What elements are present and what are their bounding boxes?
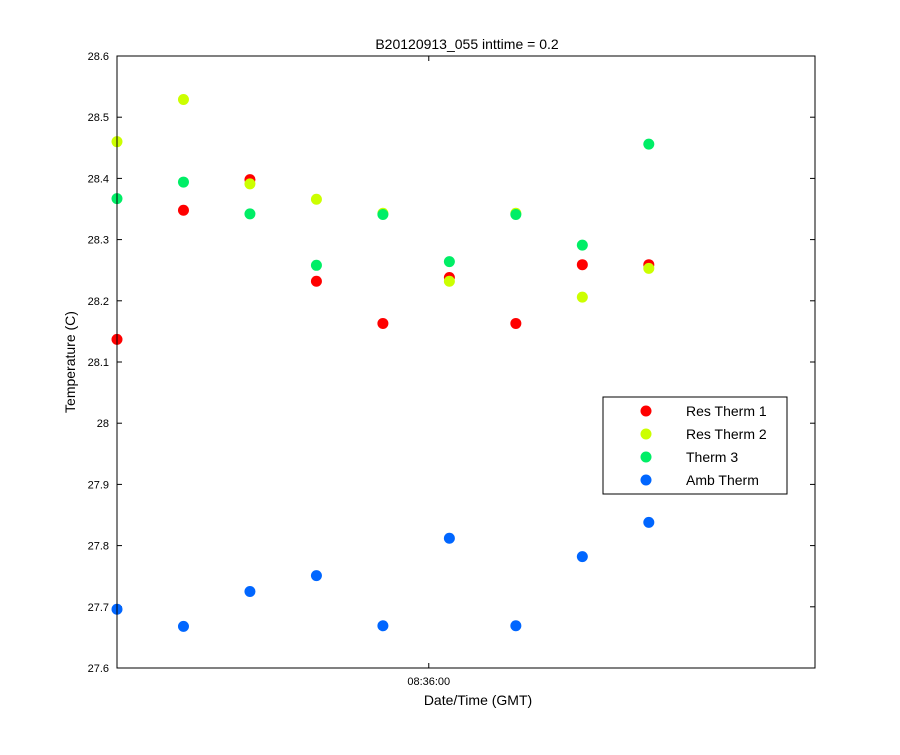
data-point-therm-3	[244, 208, 256, 220]
y-tick-label: 27.9	[88, 479, 109, 491]
legend-label-therm-3: Therm 3	[686, 449, 738, 465]
data-point-therm-3	[576, 239, 588, 251]
data-point-amb-therm	[576, 551, 588, 563]
data-point-amb-therm	[643, 516, 655, 528]
legend-box	[602, 396, 788, 495]
data-point-amb-therm	[443, 532, 455, 544]
data-point-res-therm-2	[244, 178, 256, 190]
data-point-therm-3	[443, 256, 455, 268]
y-tick-label: 27.8	[88, 541, 109, 553]
data-point-res-therm-1	[310, 275, 322, 287]
data-point-res-therm-1	[576, 259, 588, 271]
data-point-therm-3	[377, 209, 389, 221]
legend-marker-amb-therm	[640, 474, 652, 486]
data-point-amb-therm	[310, 570, 322, 582]
x-tick-label: 08:36:00	[407, 676, 450, 688]
data-point-amb-therm	[177, 620, 189, 632]
y-axis-label: Temperature (C)	[62, 311, 78, 413]
y-tick-label: 28.2	[88, 296, 109, 308]
data-point-therm-3	[177, 176, 189, 188]
legend-marker-therm-3	[640, 451, 652, 463]
data-point-therm-3	[310, 259, 322, 271]
x-axis-ticks: 08:36:00	[407, 56, 450, 688]
x-axis-label: Date/Time (GMT)	[424, 692, 532, 708]
data-point-res-therm-2	[576, 291, 588, 303]
y-tick-label: 28.1	[88, 357, 109, 369]
data-point-therm-3	[643, 138, 655, 150]
y-tick-label: 28.6	[88, 51, 109, 63]
y-axis-ticks: 27.6 27.7 27.8 27.9 28 28.1 28.2 28.3 28.4 28.5 28…	[88, 51, 815, 675]
y-tick-label: 28.4	[88, 173, 109, 185]
y-tick-label: 28.3	[88, 235, 109, 247]
legend-marker-res-therm-1	[640, 405, 652, 417]
y-tick-label: 27.6	[88, 663, 109, 675]
y-tick-label: 28	[97, 418, 109, 430]
data-point-res-therm-2	[310, 193, 322, 205]
plot-frame	[116, 55, 816, 669]
chart-title: B20120913_055 inttime = 0.2	[375, 36, 559, 52]
legend-label-res-therm-1: Res Therm 1	[686, 403, 767, 419]
y-tick-label: 27.7	[88, 602, 109, 614]
legend: Res Therm 1 Res Therm 2 Therm 3 Amb Ther…	[602, 396, 788, 495]
data-point-amb-therm	[510, 620, 522, 632]
data-points	[111, 93, 655, 632]
data-point-res-therm-2	[643, 262, 655, 274]
data-point-res-therm-1	[177, 204, 189, 216]
data-point-therm-3	[510, 209, 522, 221]
legend-label-res-therm-2: Res Therm 2	[686, 426, 767, 442]
data-point-amb-therm	[244, 586, 256, 597]
data-point-res-therm-2	[177, 93, 189, 105]
legend-label-amb-therm: Amb Therm	[686, 472, 759, 488]
data-point-res-therm-1	[510, 317, 522, 329]
data-point-res-therm-2	[443, 275, 455, 287]
legend-marker-res-therm-2	[640, 428, 652, 440]
y-tick-label: 28.5	[88, 112, 109, 124]
data-point-res-therm-1	[377, 317, 389, 329]
data-point-amb-therm	[377, 620, 389, 632]
